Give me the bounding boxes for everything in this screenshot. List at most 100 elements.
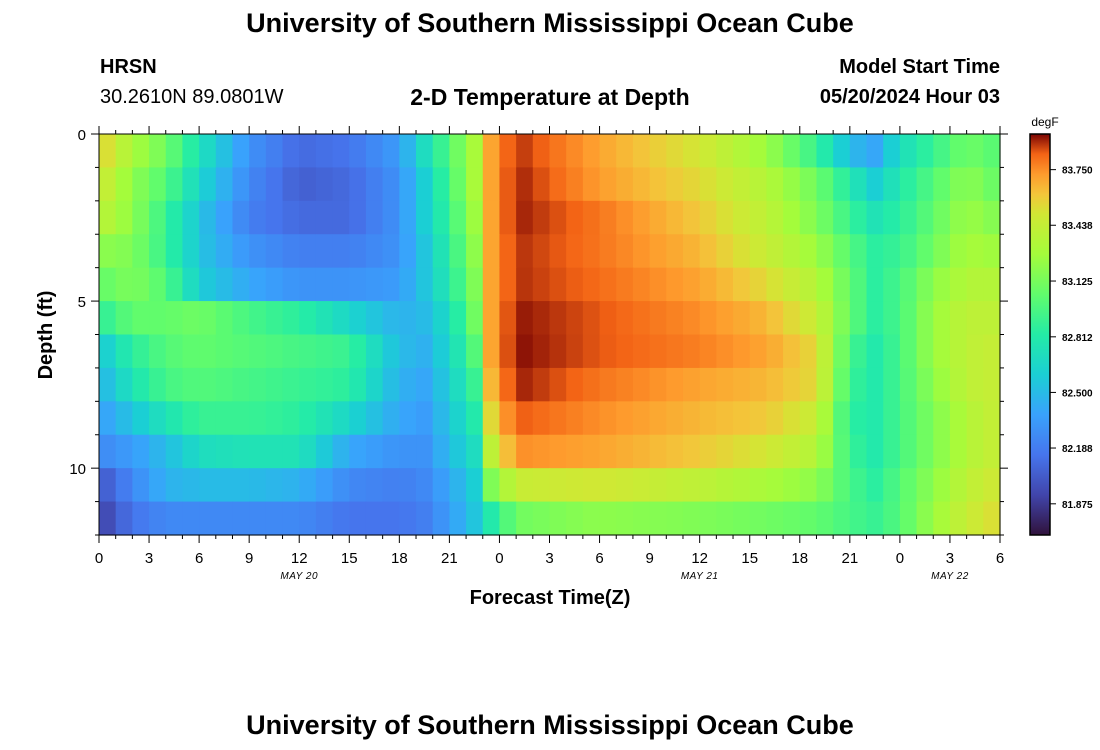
heat-cell [682, 167, 701, 202]
heat-cell [466, 301, 484, 336]
heat-cell [699, 401, 717, 436]
heat-cell [249, 334, 267, 369]
heat-cell [849, 167, 868, 202]
heat-cell [666, 200, 684, 235]
page-title-top: University of Southern Mississippi Ocean… [246, 8, 854, 38]
heat-cell [449, 501, 467, 536]
heat-cell [532, 200, 551, 235]
heat-cell [115, 367, 133, 402]
heat-cell [215, 167, 234, 202]
heat-cell [416, 468, 434, 503]
heat-cell [265, 468, 284, 503]
heat-cell [416, 200, 434, 235]
heat-cell [432, 501, 450, 536]
heat-cell [933, 234, 951, 269]
heat-cell [365, 434, 384, 469]
heat-cell [716, 167, 734, 202]
heat-cell [499, 301, 517, 336]
heat-cell [549, 367, 567, 402]
heat-cell [833, 301, 851, 336]
heat-cell [616, 301, 634, 336]
heat-cell [849, 501, 868, 536]
date-label: MAY 20 [280, 571, 318, 582]
heat-cell [983, 134, 1001, 169]
x-axis: 0 3 6 9 12 15 18 21 0 3 6 9 12 15 18 21 0 3 6 MAY 20 MAY 21 M… [95, 126, 1004, 582]
heat-cell [332, 501, 350, 536]
heat-cell [833, 167, 851, 202]
heat-cell [299, 200, 317, 235]
heat-cell [182, 401, 200, 436]
heat-cell [516, 468, 534, 503]
heat-cell [733, 501, 751, 536]
heat-cell [99, 468, 117, 503]
heat-cell [933, 434, 951, 469]
heat-cell [632, 367, 651, 402]
heat-cell [165, 301, 184, 336]
heat-cell [983, 200, 1001, 235]
heat-cell [449, 401, 467, 436]
heat-cell [666, 401, 684, 436]
heat-cell [949, 434, 968, 469]
heat-cell [616, 134, 634, 169]
heat-cell [432, 367, 450, 402]
heat-cell [115, 167, 133, 202]
heat-cell [699, 301, 717, 336]
heat-cell [833, 468, 851, 503]
colorbar-tick-label: 82.188 [1062, 444, 1093, 455]
heat-cell [733, 367, 751, 402]
heat-cell [849, 234, 868, 269]
heat-cell [749, 134, 768, 169]
heat-cell [532, 234, 551, 269]
heat-cell [449, 468, 467, 503]
heat-cell [149, 468, 167, 503]
heat-cell [616, 334, 634, 369]
heat-cell [282, 401, 300, 436]
heat-cell [849, 401, 868, 436]
heat-cell [599, 334, 617, 369]
model-start-value: 05/20/2024 Hour 03 [819, 86, 1000, 108]
heat-cell [482, 167, 501, 202]
heat-cell [666, 267, 684, 302]
heat-cell [182, 134, 200, 169]
heat-cell [432, 234, 450, 269]
heat-cell [365, 501, 384, 536]
heat-cell [883, 267, 901, 302]
heat-cell [649, 267, 667, 302]
heat-cell [499, 501, 517, 536]
heat-cell [799, 234, 818, 269]
heat-cell [816, 468, 834, 503]
heat-cell [115, 301, 133, 336]
heat-cell [949, 200, 968, 235]
heat-cell [582, 367, 601, 402]
heat-cell [349, 234, 367, 269]
colorbar-gradient [1029, 133, 1051, 536]
heat-cell [649, 401, 667, 436]
heat-cell [783, 434, 801, 469]
heat-cell [616, 434, 634, 469]
x-tick-label: 6 [195, 550, 203, 567]
heat-cell [699, 468, 717, 503]
heat-cell [365, 301, 384, 336]
heat-cell [299, 267, 317, 302]
heat-cell [499, 434, 517, 469]
heat-cell [466, 334, 484, 369]
heat-cell [599, 367, 617, 402]
x-tick-label: 3 [946, 550, 954, 567]
station-name: HRSN [100, 56, 157, 78]
heat-cell [382, 334, 400, 369]
heat-cell [299, 234, 317, 269]
heat-cell [416, 334, 434, 369]
heat-cell [115, 234, 133, 269]
heat-cell [716, 501, 734, 536]
heat-cell [899, 267, 918, 302]
heat-cell [766, 501, 784, 536]
heat-cell [682, 434, 701, 469]
heat-cell [949, 267, 968, 302]
heat-cell [716, 367, 734, 402]
heat-cell [582, 434, 601, 469]
heat-cell [265, 401, 284, 436]
heat-cell [983, 468, 1001, 503]
heat-cell [215, 367, 234, 402]
heat-cell [165, 234, 184, 269]
heat-cell [115, 267, 133, 302]
